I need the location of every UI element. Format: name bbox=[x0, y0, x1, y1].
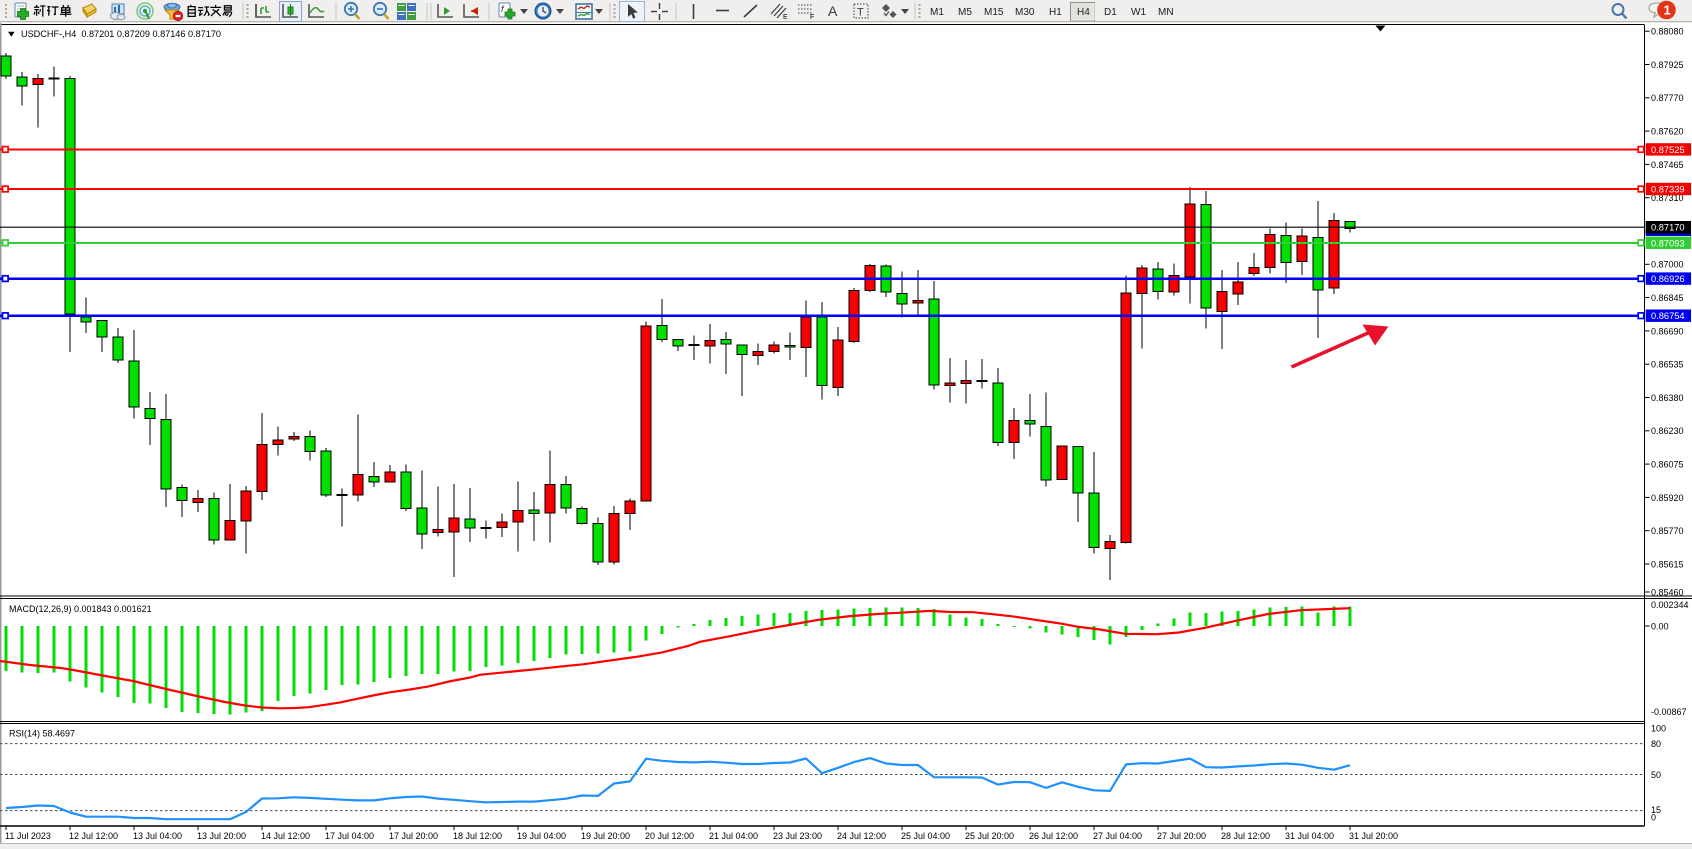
svg-text:18 Jul 12:00: 18 Jul 12:00 bbox=[453, 831, 502, 841]
svg-text:0.87310: 0.87310 bbox=[1651, 193, 1684, 203]
svg-text:0.86690: 0.86690 bbox=[1651, 326, 1684, 336]
svg-text:100: 100 bbox=[1651, 723, 1666, 733]
svg-text:0.86754: 0.86754 bbox=[1651, 311, 1685, 321]
svg-text:0.87770: 0.87770 bbox=[1651, 93, 1684, 103]
svg-text:28 Jul 12:00: 28 Jul 12:00 bbox=[1221, 831, 1270, 841]
svg-text:80: 80 bbox=[1651, 739, 1661, 749]
svg-text:27 Jul 04:00: 27 Jul 04:00 bbox=[1093, 831, 1142, 841]
svg-text:15: 15 bbox=[1651, 805, 1661, 815]
svg-text:f: f bbox=[501, 4, 505, 14]
svg-text:25 Jul 20:00: 25 Jul 20:00 bbox=[965, 831, 1014, 841]
svg-text:19 Jul 04:00: 19 Jul 04:00 bbox=[517, 831, 566, 841]
svg-text:0.87525: 0.87525 bbox=[1651, 145, 1685, 155]
svg-text:13 Jul 04:00: 13 Jul 04:00 bbox=[133, 831, 182, 841]
svg-text:T: T bbox=[857, 7, 864, 19]
svg-text:0.86845: 0.86845 bbox=[1651, 293, 1684, 303]
svg-text:12 Jul 12:00: 12 Jul 12:00 bbox=[69, 831, 118, 841]
svg-text:19 Jul 20:00: 19 Jul 20:00 bbox=[581, 831, 630, 841]
svg-text:0.85460: 0.85460 bbox=[1651, 587, 1684, 597]
svg-text:0.85615: 0.85615 bbox=[1651, 559, 1684, 569]
svg-text:0.85770: 0.85770 bbox=[1651, 526, 1684, 536]
svg-text:0: 0 bbox=[1651, 813, 1656, 823]
svg-text:17 Jul 04:00: 17 Jul 04:00 bbox=[325, 831, 374, 841]
svg-text:0.87093: 0.87093 bbox=[1651, 238, 1685, 248]
svg-text:0.00: 0.00 bbox=[1651, 621, 1669, 631]
svg-text:0.87170: 0.87170 bbox=[1651, 223, 1685, 233]
svg-text:0.002344: 0.002344 bbox=[1651, 600, 1689, 610]
svg-text:USDCHF-,H4 0.87201 0.87209 0.: USDCHF-,H4 0.87201 0.87209 0.87146 0.871… bbox=[21, 29, 221, 39]
svg-text:21 Jul 04:00: 21 Jul 04:00 bbox=[709, 831, 758, 841]
svg-text:27 Jul 20:00: 27 Jul 20:00 bbox=[1157, 831, 1206, 841]
svg-text:M15: M15 bbox=[984, 7, 1004, 18]
svg-text:0.86535: 0.86535 bbox=[1651, 360, 1684, 370]
svg-text:0.87339: 0.87339 bbox=[1651, 185, 1685, 195]
svg-text:0.86926: 0.86926 bbox=[1651, 274, 1685, 284]
svg-text:MN: MN bbox=[1158, 7, 1174, 18]
svg-text:0.86075: 0.86075 bbox=[1651, 460, 1684, 470]
svg-text:0.87925: 0.87925 bbox=[1651, 60, 1684, 70]
svg-text:W1: W1 bbox=[1131, 7, 1146, 18]
svg-text:0.86380: 0.86380 bbox=[1651, 393, 1684, 403]
svg-text:0.87620: 0.87620 bbox=[1651, 127, 1684, 137]
svg-text:24 Jul 12:00: 24 Jul 12:00 bbox=[837, 831, 886, 841]
svg-text:17 Jul 20:00: 17 Jul 20:00 bbox=[389, 831, 438, 841]
svg-text:-0.00867: -0.00867 bbox=[1651, 707, 1687, 717]
svg-text:20 Jul 12:00: 20 Jul 12:00 bbox=[645, 831, 694, 841]
svg-text:F: F bbox=[810, 14, 814, 21]
svg-text:H1: H1 bbox=[1049, 7, 1062, 18]
svg-text:50: 50 bbox=[1651, 770, 1661, 780]
svg-text:0.87465: 0.87465 bbox=[1651, 160, 1684, 170]
svg-text:M5: M5 bbox=[958, 7, 972, 18]
svg-text:A: A bbox=[828, 3, 838, 19]
svg-text:M1: M1 bbox=[930, 7, 944, 18]
svg-text:23 Jul 23:00: 23 Jul 23:00 bbox=[773, 831, 822, 841]
svg-text:0.85920: 0.85920 bbox=[1651, 493, 1684, 503]
svg-text:0.88080: 0.88080 bbox=[1651, 27, 1684, 37]
svg-text:MACD(12,26,9) 0.001843 0.00162: MACD(12,26,9) 0.001843 0.001621 bbox=[9, 604, 152, 614]
svg-text:H4: H4 bbox=[1077, 7, 1090, 18]
svg-text:M30: M30 bbox=[1015, 7, 1035, 18]
svg-text:0.86230: 0.86230 bbox=[1651, 426, 1684, 436]
svg-text:31 Jul 20:00: 31 Jul 20:00 bbox=[1349, 831, 1398, 841]
svg-text:RSI(14) 58.4697: RSI(14) 58.4697 bbox=[9, 729, 75, 739]
svg-text:0.87000: 0.87000 bbox=[1651, 260, 1684, 270]
svg-text:1: 1 bbox=[1664, 3, 1671, 18]
svg-text:14 Jul 12:00: 14 Jul 12:00 bbox=[261, 831, 310, 841]
svg-text:13 Jul 20:00: 13 Jul 20:00 bbox=[197, 831, 246, 841]
svg-text:31 Jul 04:00: 31 Jul 04:00 bbox=[1285, 831, 1334, 841]
svg-text:11 Jul 2023: 11 Jul 2023 bbox=[5, 831, 51, 841]
svg-text:26 Jul 12:00: 26 Jul 12:00 bbox=[1029, 831, 1078, 841]
svg-text:E: E bbox=[783, 14, 788, 21]
svg-text:25 Jul 04:00: 25 Jul 04:00 bbox=[901, 831, 950, 841]
svg-text:D1: D1 bbox=[1104, 7, 1117, 18]
